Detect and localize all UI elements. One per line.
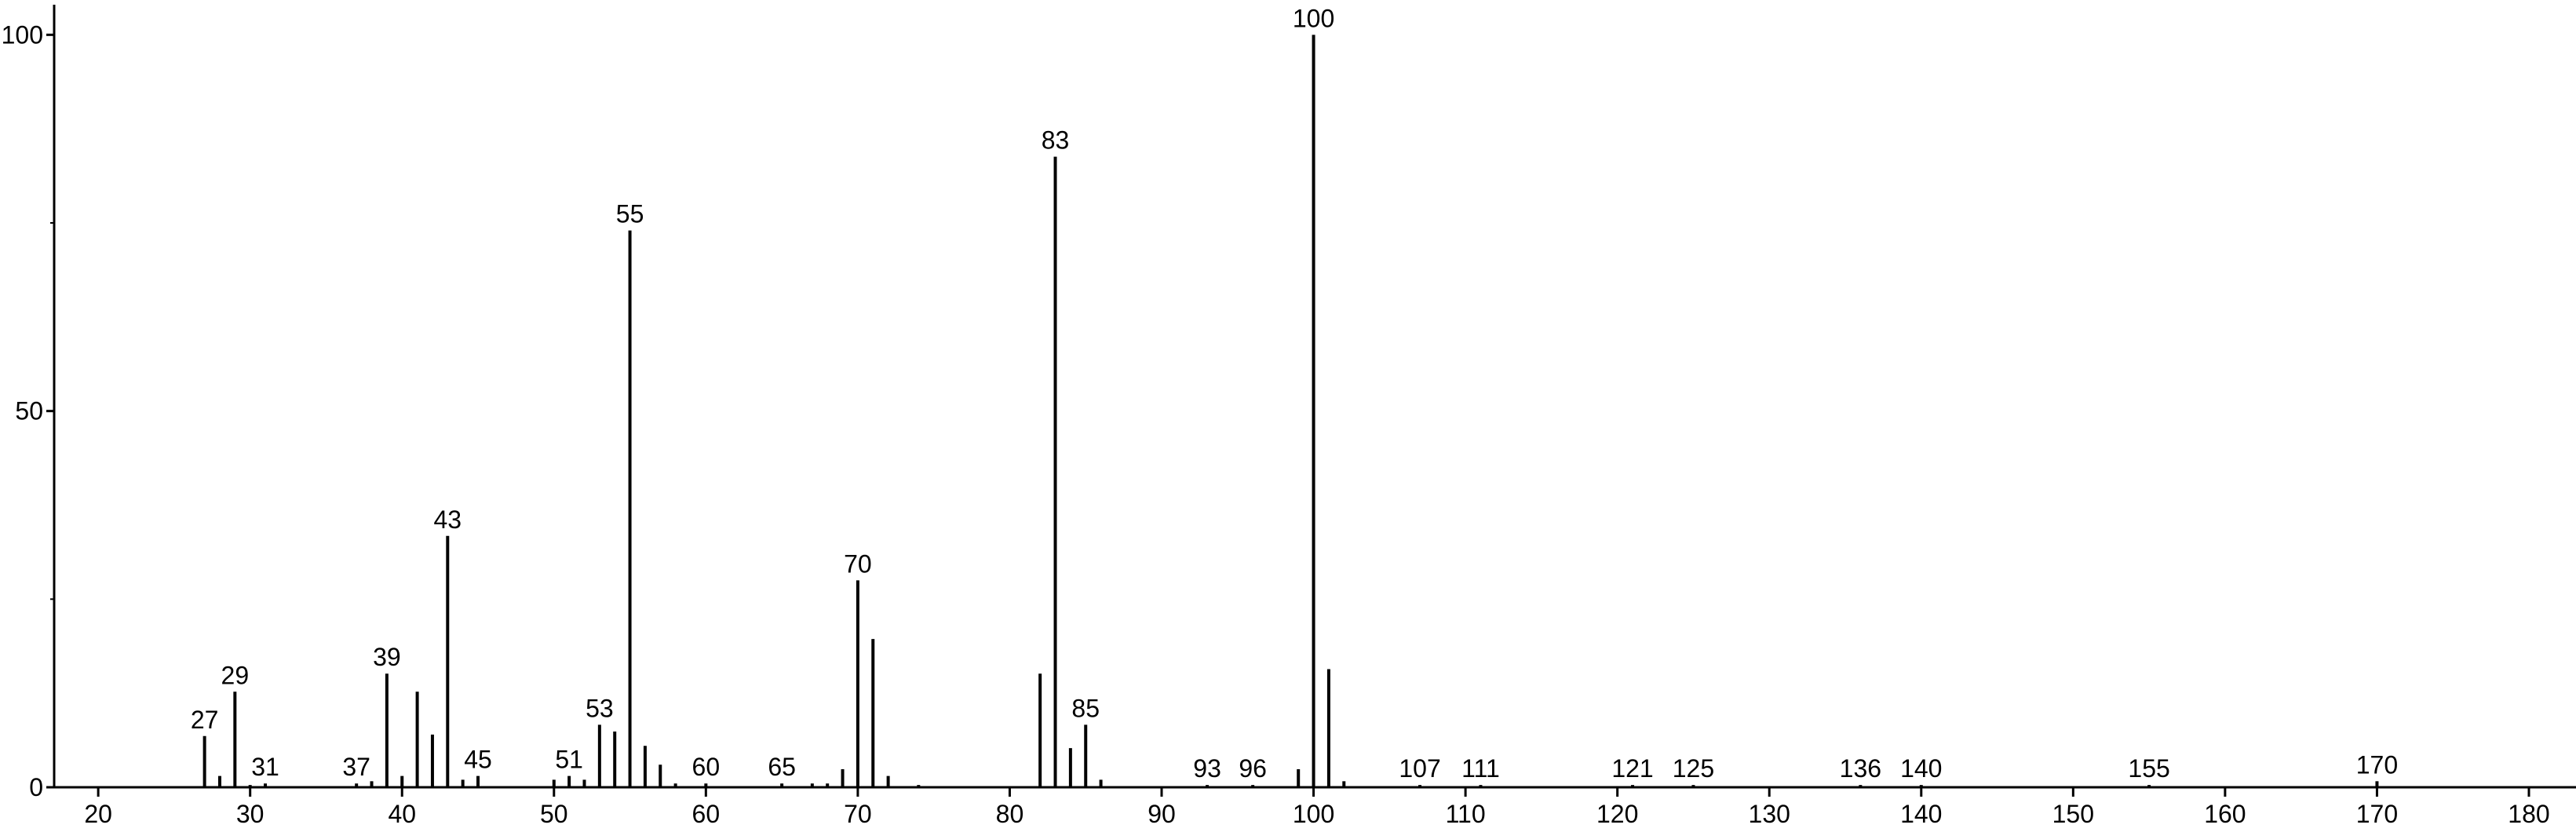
peak-label: 45 [464, 746, 492, 774]
peak-label: 136 [1840, 754, 1881, 783]
peak-label: 100 [1293, 4, 1334, 32]
x-tick-label: 30 [236, 800, 265, 828]
x-tick-label: 20 [84, 800, 112, 828]
y-tick-label: 0 [29, 773, 43, 801]
peak-label: 125 [1673, 754, 1714, 783]
peak-label: 27 [191, 706, 219, 734]
peak-label: 60 [692, 753, 721, 781]
peak-label: 39 [373, 643, 401, 671]
peak-label: 37 [342, 753, 370, 781]
peak-label: 83 [1042, 126, 1070, 155]
peak-label: 65 [768, 753, 796, 781]
x-tick-label: 120 [1596, 800, 1638, 828]
x-tick-label: 130 [1749, 800, 1790, 828]
peak-label: 140 [1900, 754, 1942, 783]
peak-label: 29 [221, 661, 250, 689]
peak-label: 121 [1611, 754, 1653, 783]
peak-label: 107 [1399, 754, 1440, 783]
x-tick-label: 60 [692, 800, 721, 828]
x-tick-label: 100 [1293, 800, 1334, 828]
x-tick-label: 160 [2204, 800, 2246, 828]
peak-label: 93 [1193, 754, 1221, 783]
x-tick-label: 170 [2356, 800, 2398, 828]
x-tick-label: 40 [388, 800, 416, 828]
peak-label: 155 [2128, 754, 2169, 783]
x-tick-label: 140 [1900, 800, 1942, 828]
x-tick-label: 80 [996, 800, 1024, 828]
peak-label: 170 [2356, 750, 2398, 779]
peak-label: 70 [844, 549, 872, 578]
peak-label: 55 [616, 200, 644, 228]
x-tick-label: 70 [844, 800, 872, 828]
peak-label: 85 [1071, 694, 1100, 722]
peak-label: 31 [251, 753, 279, 781]
peak-label: 111 [1461, 754, 1500, 783]
y-tick-label: 100 [2, 20, 43, 49]
peak-label: 51 [555, 746, 583, 774]
x-tick-label: 90 [1148, 800, 1176, 828]
x-tick-label: 50 [540, 800, 568, 828]
peak-label: 96 [1239, 754, 1267, 783]
x-tick-label: 150 [2052, 800, 2094, 828]
peak-label: 43 [434, 505, 462, 534]
y-tick-label: 50 [15, 397, 43, 425]
peak-label: 53 [586, 694, 614, 722]
x-tick-label: 180 [2508, 800, 2549, 828]
x-tick-label: 110 [1446, 800, 1486, 828]
